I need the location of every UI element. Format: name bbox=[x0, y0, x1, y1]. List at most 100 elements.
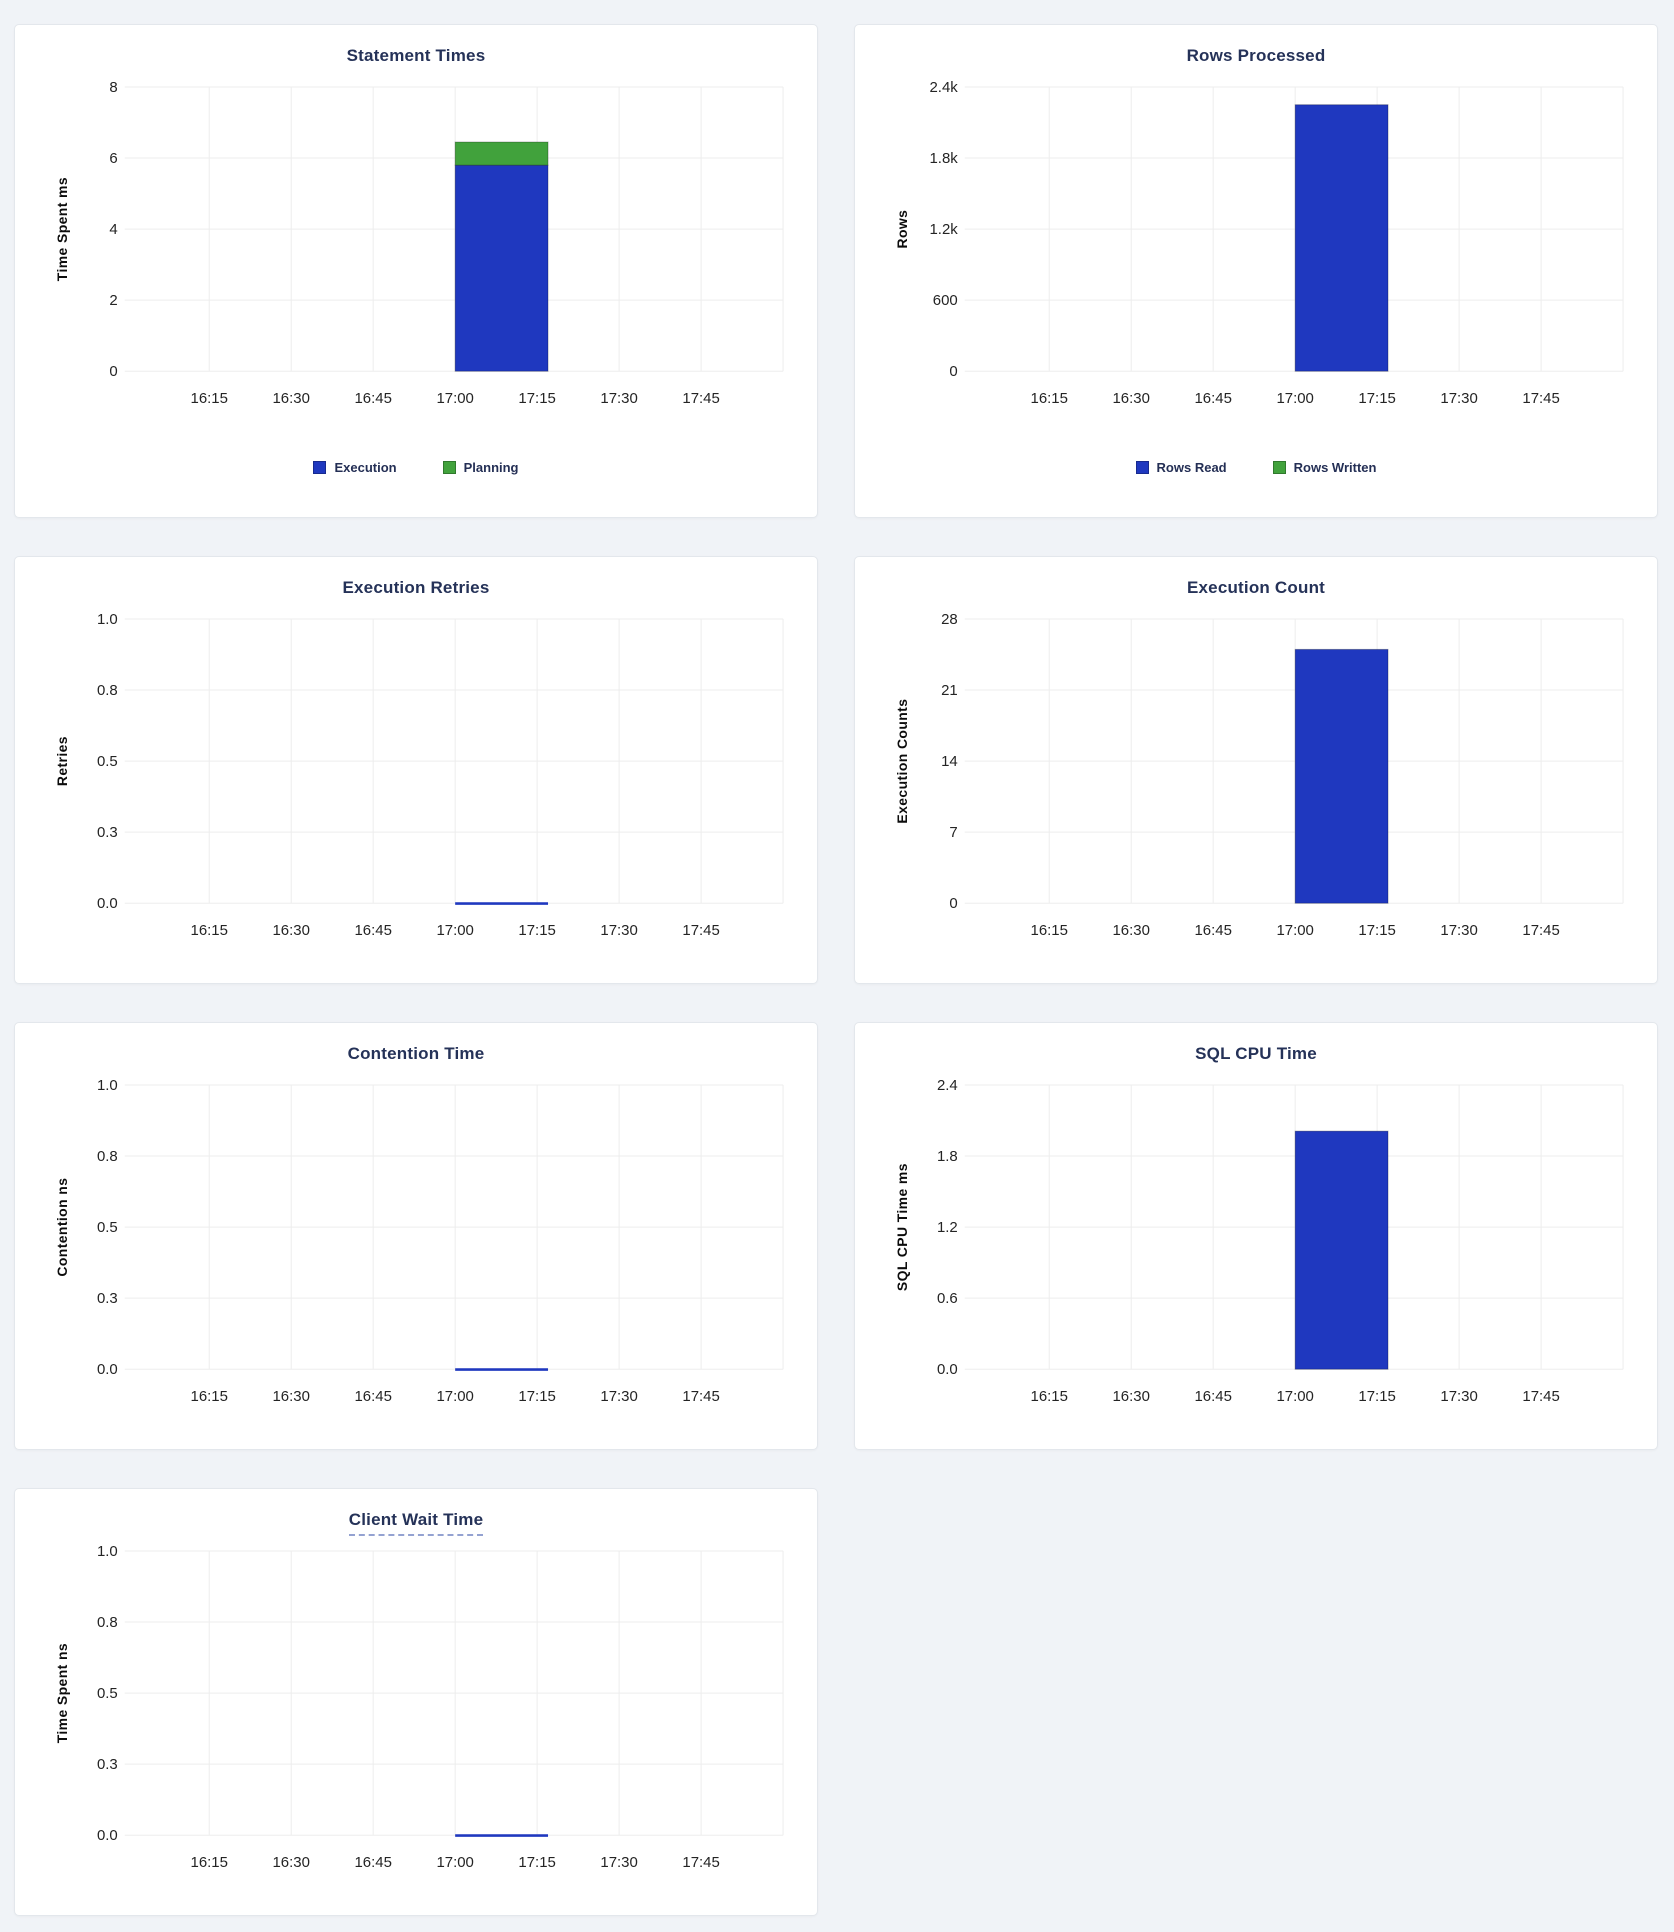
x-tick-label: 16:30 bbox=[1112, 390, 1149, 407]
bar-planning[interactable] bbox=[454, 141, 549, 166]
y-tick-label: 8 bbox=[109, 79, 117, 96]
y-tick-label: 600 bbox=[933, 292, 958, 309]
chart-title-statement-times: Statement Times bbox=[15, 45, 817, 67]
x-tick-label: 16:30 bbox=[272, 390, 309, 407]
x-tick-label: 17:30 bbox=[1440, 1388, 1477, 1405]
legend-item-planning[interactable]: Planning bbox=[442, 460, 519, 475]
legend-item-execution[interactable]: Execution bbox=[313, 460, 397, 476]
y-tick-label: 0.5 bbox=[97, 1685, 118, 1702]
legend-swatch-planning bbox=[442, 461, 456, 475]
x-tick-label: 17:00 bbox=[436, 922, 473, 939]
legend-label-execution: Execution bbox=[334, 460, 397, 476]
y-axis-label: Time Spent ns bbox=[54, 1643, 70, 1743]
zero-value-line-retries[interactable] bbox=[455, 902, 549, 905]
x-tick-label: 17:00 bbox=[436, 390, 473, 407]
y-tick-label: 6 bbox=[109, 150, 117, 167]
chart-title-text: Contention Time bbox=[347, 1044, 485, 1063]
x-tick-label: 16:15 bbox=[191, 1388, 228, 1405]
y-axis-label: Contention ns bbox=[54, 1178, 70, 1277]
chart-title-text: Execution Retries bbox=[342, 578, 490, 597]
chart-title-text: Execution Count bbox=[1186, 578, 1326, 597]
x-tick-label: 17:00 bbox=[1276, 922, 1313, 939]
y-tick-label: 2 bbox=[109, 292, 117, 309]
y-axis-label: Retries bbox=[54, 736, 70, 786]
chart-plot-client-wait-time: 0.0 0.3 0.5 0.8 1.0 16:15 16:30 16:45 17:00 17:15… bbox=[54, 1543, 784, 1871]
y-tick-label: 0 bbox=[949, 363, 957, 380]
y-tick-label: 0.3 bbox=[97, 824, 118, 841]
y-tick-label: 0.8 bbox=[97, 1148, 118, 1165]
y-tick-label: 21 bbox=[941, 682, 958, 699]
x-tick-label: 17:00 bbox=[1276, 1388, 1313, 1405]
chart-title-text: Statement Times bbox=[346, 46, 486, 65]
x-tick-label: 16:45 bbox=[1194, 1388, 1231, 1405]
y-tick-label: 0.8 bbox=[97, 682, 118, 699]
y-tick-label: 0.0 bbox=[97, 895, 118, 912]
x-tick-label: 17:30 bbox=[600, 922, 637, 939]
bar-sql-cpu-time[interactable] bbox=[1294, 1130, 1389, 1370]
chart-card-statement-times: Statement Times 0 2 4 6 8 16:15 16:30 16:45 17:00… bbox=[14, 24, 818, 518]
x-tick-label: 16:15 bbox=[1031, 390, 1068, 407]
chart-card-rows-processed: Rows Processed 0 600 1.2k 1.8k 2.4k 16:15 16:30… bbox=[854, 24, 1658, 518]
chart-card-execution-count: Execution Count 0 7 14 21 28 16:15 16:30 16:45 17… bbox=[854, 556, 1658, 984]
chart-title-contention-time: Contention Time bbox=[15, 1043, 817, 1065]
chart-plot-execution-count: 0 7 14 21 28 16:15 16:30 16:45 17:00 17:15 17:30 17… bbox=[894, 611, 1624, 939]
y-tick-label: 1.0 bbox=[97, 611, 118, 628]
x-tick-label: 16:15 bbox=[191, 1854, 228, 1871]
x-tick-label: 16:45 bbox=[1194, 922, 1231, 939]
legend-item-rows-read[interactable]: Rows Read bbox=[1135, 460, 1227, 475]
x-tick-label: 17:15 bbox=[1358, 1388, 1395, 1405]
x-tick-label: 17:15 bbox=[518, 922, 555, 939]
x-tick-label: 16:15 bbox=[191, 390, 228, 407]
y-tick-label: 0.6 bbox=[937, 1290, 958, 1307]
chart-title-rows-processed: Rows Processed bbox=[855, 45, 1657, 67]
x-tick-label: 17:15 bbox=[518, 1388, 555, 1405]
zero-value-line-contention[interactable] bbox=[455, 1368, 549, 1371]
chart-title-client-wait-time: Client Wait Time bbox=[15, 1509, 817, 1536]
bar-execution[interactable] bbox=[454, 164, 549, 372]
chart-title-text: Rows Processed bbox=[1186, 46, 1326, 65]
x-tick-label: 16:30 bbox=[272, 1388, 309, 1405]
y-tick-label: 0.0 bbox=[97, 1361, 118, 1378]
x-tick-label: 16:30 bbox=[1112, 1388, 1149, 1405]
chart-plot-sql-cpu-time: 0.0 0.6 1.2 1.8 2.4 16:15 16:30 16:45 17:00 17:15… bbox=[894, 1077, 1624, 1405]
y-axis-label: Execution Counts bbox=[894, 699, 910, 824]
y-tick-label: 2.4 bbox=[937, 1077, 958, 1094]
x-tick-label: 17:45 bbox=[682, 1854, 719, 1871]
legend-item-rows-written[interactable]: Rows Written bbox=[1272, 460, 1376, 475]
x-tick-label: 17:30 bbox=[1440, 390, 1477, 407]
chart-card-client-wait-time: Client Wait Time 0.0 0.3 0.5 0.8 1.0 16:15 16:3… bbox=[14, 1488, 818, 1916]
x-tick-label: 16:30 bbox=[1112, 922, 1149, 939]
bar-execution-count[interactable] bbox=[1294, 648, 1389, 904]
x-tick-label: 17:45 bbox=[682, 1388, 719, 1405]
y-tick-label: 0.8 bbox=[97, 1614, 118, 1631]
y-tick-label: 1.0 bbox=[97, 1077, 118, 1094]
y-tick-label: 0.3 bbox=[97, 1756, 118, 1773]
x-tick-label: 17:00 bbox=[436, 1388, 473, 1405]
chart-plot-contention-time: 0.0 0.3 0.5 0.8 1.0 16:15 16:30 16:45 17:00 17:15… bbox=[54, 1077, 784, 1405]
chart-title-sql-cpu-time: SQL CPU Time bbox=[855, 1043, 1657, 1065]
legend-swatch-rows-read bbox=[1135, 461, 1149, 475]
x-tick-label: 17:15 bbox=[518, 1854, 555, 1871]
legend-swatch-rows-written bbox=[1272, 461, 1286, 475]
y-tick-label: 1.0 bbox=[97, 1543, 118, 1560]
y-tick-label: 0.5 bbox=[97, 1219, 118, 1236]
y-axis-label: Time Spent ms bbox=[54, 177, 70, 281]
x-tick-label: 17:15 bbox=[1358, 390, 1395, 407]
x-tick-label: 17:15 bbox=[518, 390, 555, 407]
y-tick-label: 1.2 bbox=[937, 1219, 958, 1236]
chart-plot-statement-times: 0 2 4 6 8 16:15 16:30 16:45 17:00 17:15 17:30 17:45… bbox=[54, 79, 784, 407]
x-tick-label: 16:30 bbox=[272, 1854, 309, 1871]
y-tick-label: 28 bbox=[941, 611, 958, 628]
x-tick-label: 17:30 bbox=[1440, 922, 1477, 939]
x-tick-label: 16:45 bbox=[1194, 390, 1231, 407]
bar-rows-read[interactable] bbox=[1294, 104, 1389, 372]
x-tick-label: 17:30 bbox=[600, 390, 637, 407]
chart-legend: Execution Planning bbox=[15, 460, 817, 475]
x-tick-label: 17:30 bbox=[600, 1854, 637, 1871]
chart-plot-execution-retries: 0.0 0.3 0.5 0.8 1.0 16:15 16:30 16:45 17:00 17:15… bbox=[54, 611, 784, 939]
zero-value-line-client-wait[interactable] bbox=[455, 1834, 549, 1837]
chart-title-tooltip-trigger[interactable]: Client Wait Time bbox=[348, 1510, 484, 1536]
x-tick-label: 16:45 bbox=[354, 922, 391, 939]
